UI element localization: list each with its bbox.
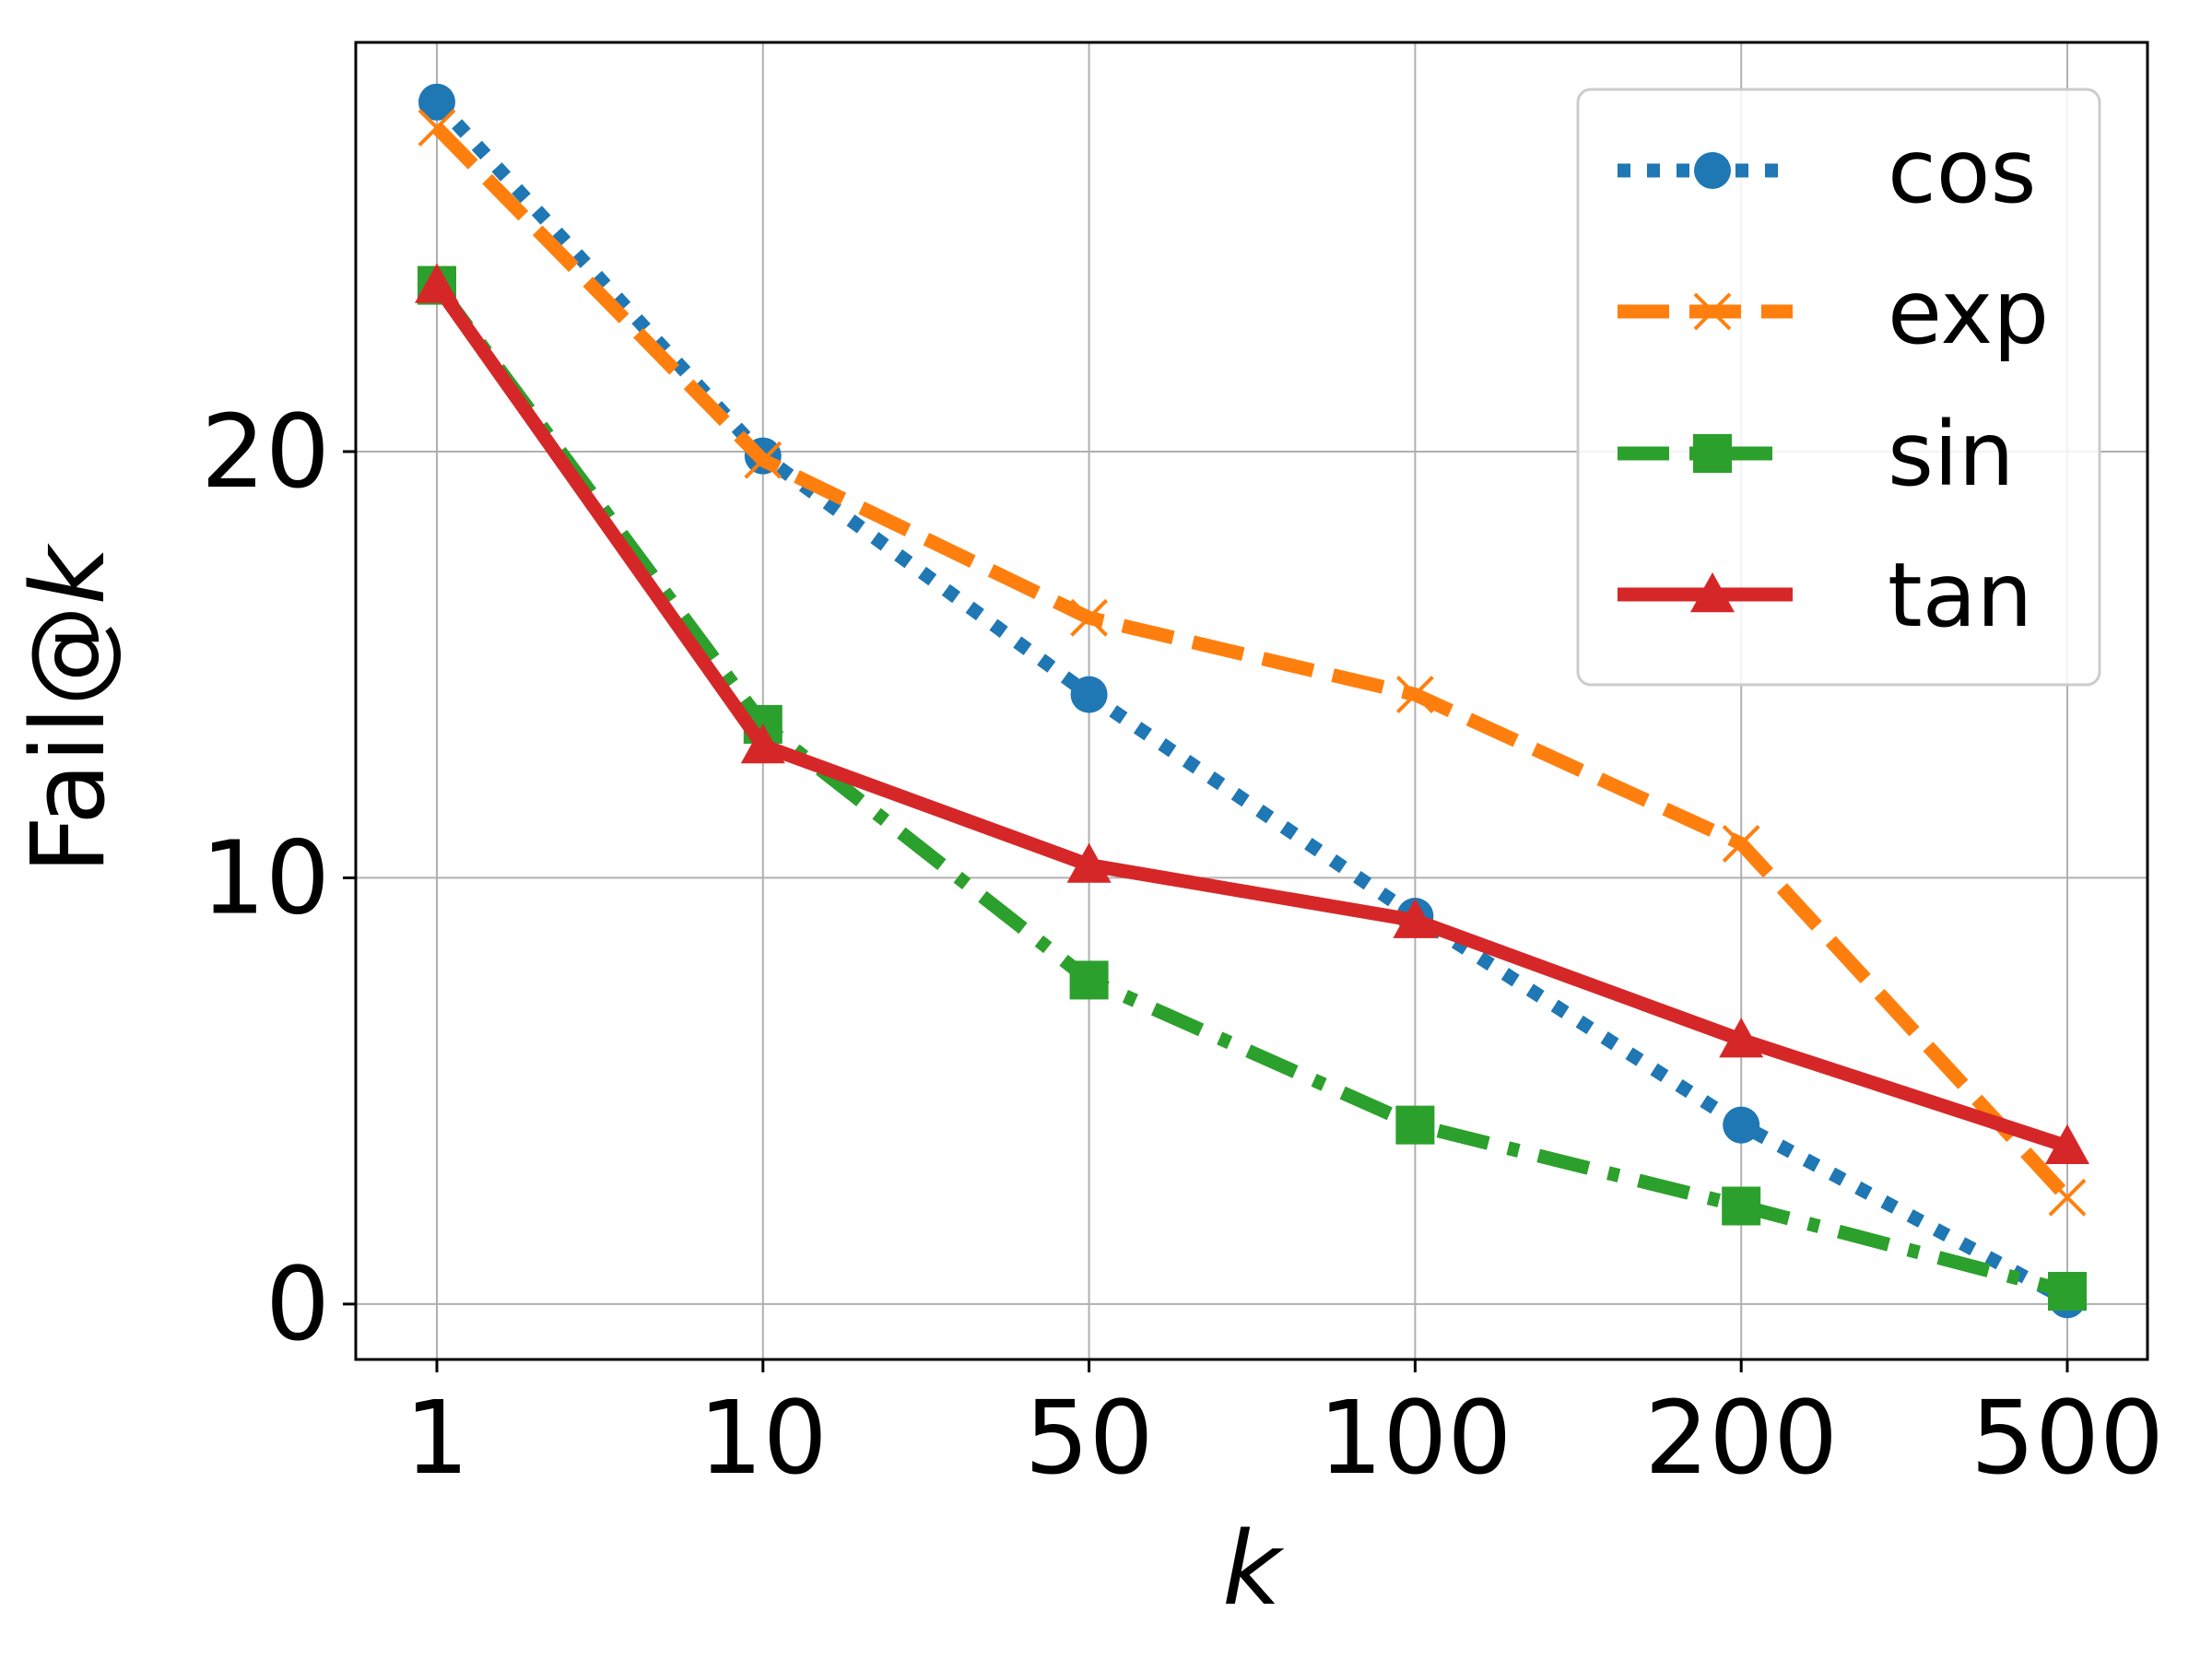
legend-marker-exp <box>1693 292 1732 331</box>
data-point-exp <box>1070 598 1109 637</box>
y-tick-label: 20 <box>201 393 330 511</box>
data-point-exp <box>1722 825 1760 863</box>
data-point-cos <box>1723 1106 1760 1144</box>
data-point-exp <box>1395 676 1434 713</box>
data-point-tan <box>415 263 459 303</box>
y-tick-label: 10 <box>201 818 330 936</box>
y-axis-label-variable: k <box>9 542 127 605</box>
data-point-sin <box>1395 1105 1435 1145</box>
series-line-exp <box>431 123 2073 1203</box>
marker-stroke <box>744 441 782 479</box>
data-point-tan <box>1719 1018 1764 1058</box>
x-axis-label: k <box>1222 1510 1285 1628</box>
data-point-exp <box>418 109 456 147</box>
legend-label-tan: tan <box>1888 544 2032 647</box>
plot-frame <box>354 41 2149 1361</box>
x-tick-label: 10 <box>699 1379 828 1497</box>
x-tick-label: 100 <box>1318 1379 1512 1497</box>
marker-stroke <box>2048 1178 2087 1217</box>
legend-marker-sin <box>1693 434 1732 473</box>
data-point-tan <box>1066 842 1112 883</box>
data-point-cos <box>418 83 455 121</box>
marker-stroke <box>1070 598 1109 637</box>
legend-marker-tan <box>1690 572 1735 613</box>
data-point-exp <box>2048 1178 2087 1217</box>
x-tick-label: 500 <box>1971 1379 2164 1497</box>
data-point-sin <box>1722 1186 1761 1226</box>
legend-label-cos: cos <box>1888 120 2037 223</box>
legend-item-cos: cos <box>1618 120 2037 223</box>
series-tan <box>415 263 2089 1164</box>
data-point-tan <box>2045 1124 2089 1164</box>
marker-stroke <box>1395 676 1434 713</box>
legend-box <box>1576 88 2101 687</box>
data-point-cos <box>1070 676 1108 713</box>
ticks: 1 10 50 100 200 500 0 10 20 <box>201 393 2164 1497</box>
series-line-sin <box>430 281 2069 1299</box>
marker-stroke <box>1693 292 1732 331</box>
legend-item-exp: exp <box>1618 261 2049 364</box>
legend-item-sin: sin <box>1618 403 2015 506</box>
series-exp <box>418 109 2087 1217</box>
data-point-tan <box>1393 898 1438 938</box>
marker-stroke <box>1722 825 1760 863</box>
legend-label-sin: sin <box>1888 403 2015 506</box>
y-tick-label: 0 <box>265 1245 330 1363</box>
legend-label-exp: exp <box>1888 261 2049 364</box>
series-layer <box>415 83 2089 1319</box>
legend-marker-cos <box>1694 152 1731 189</box>
series-line-tan <box>430 281 2070 1153</box>
x-tick-label: 50 <box>1025 1379 1154 1497</box>
y-axis-label-prefix: Fail@ <box>9 605 127 874</box>
legend-item-tan: tan <box>1618 544 2032 647</box>
legend: cos exp sin tan <box>1576 88 2101 687</box>
data-point-exp <box>744 441 782 479</box>
data-point-tan <box>740 724 785 764</box>
marker-stroke <box>418 109 456 147</box>
data-point-sin <box>2048 1272 2087 1312</box>
y-axis-label: Fail@k <box>9 542 127 874</box>
x-tick-label: 1 <box>405 1379 469 1497</box>
x-tick-label: 200 <box>1644 1379 1838 1497</box>
data-point-sin <box>1069 960 1109 1000</box>
